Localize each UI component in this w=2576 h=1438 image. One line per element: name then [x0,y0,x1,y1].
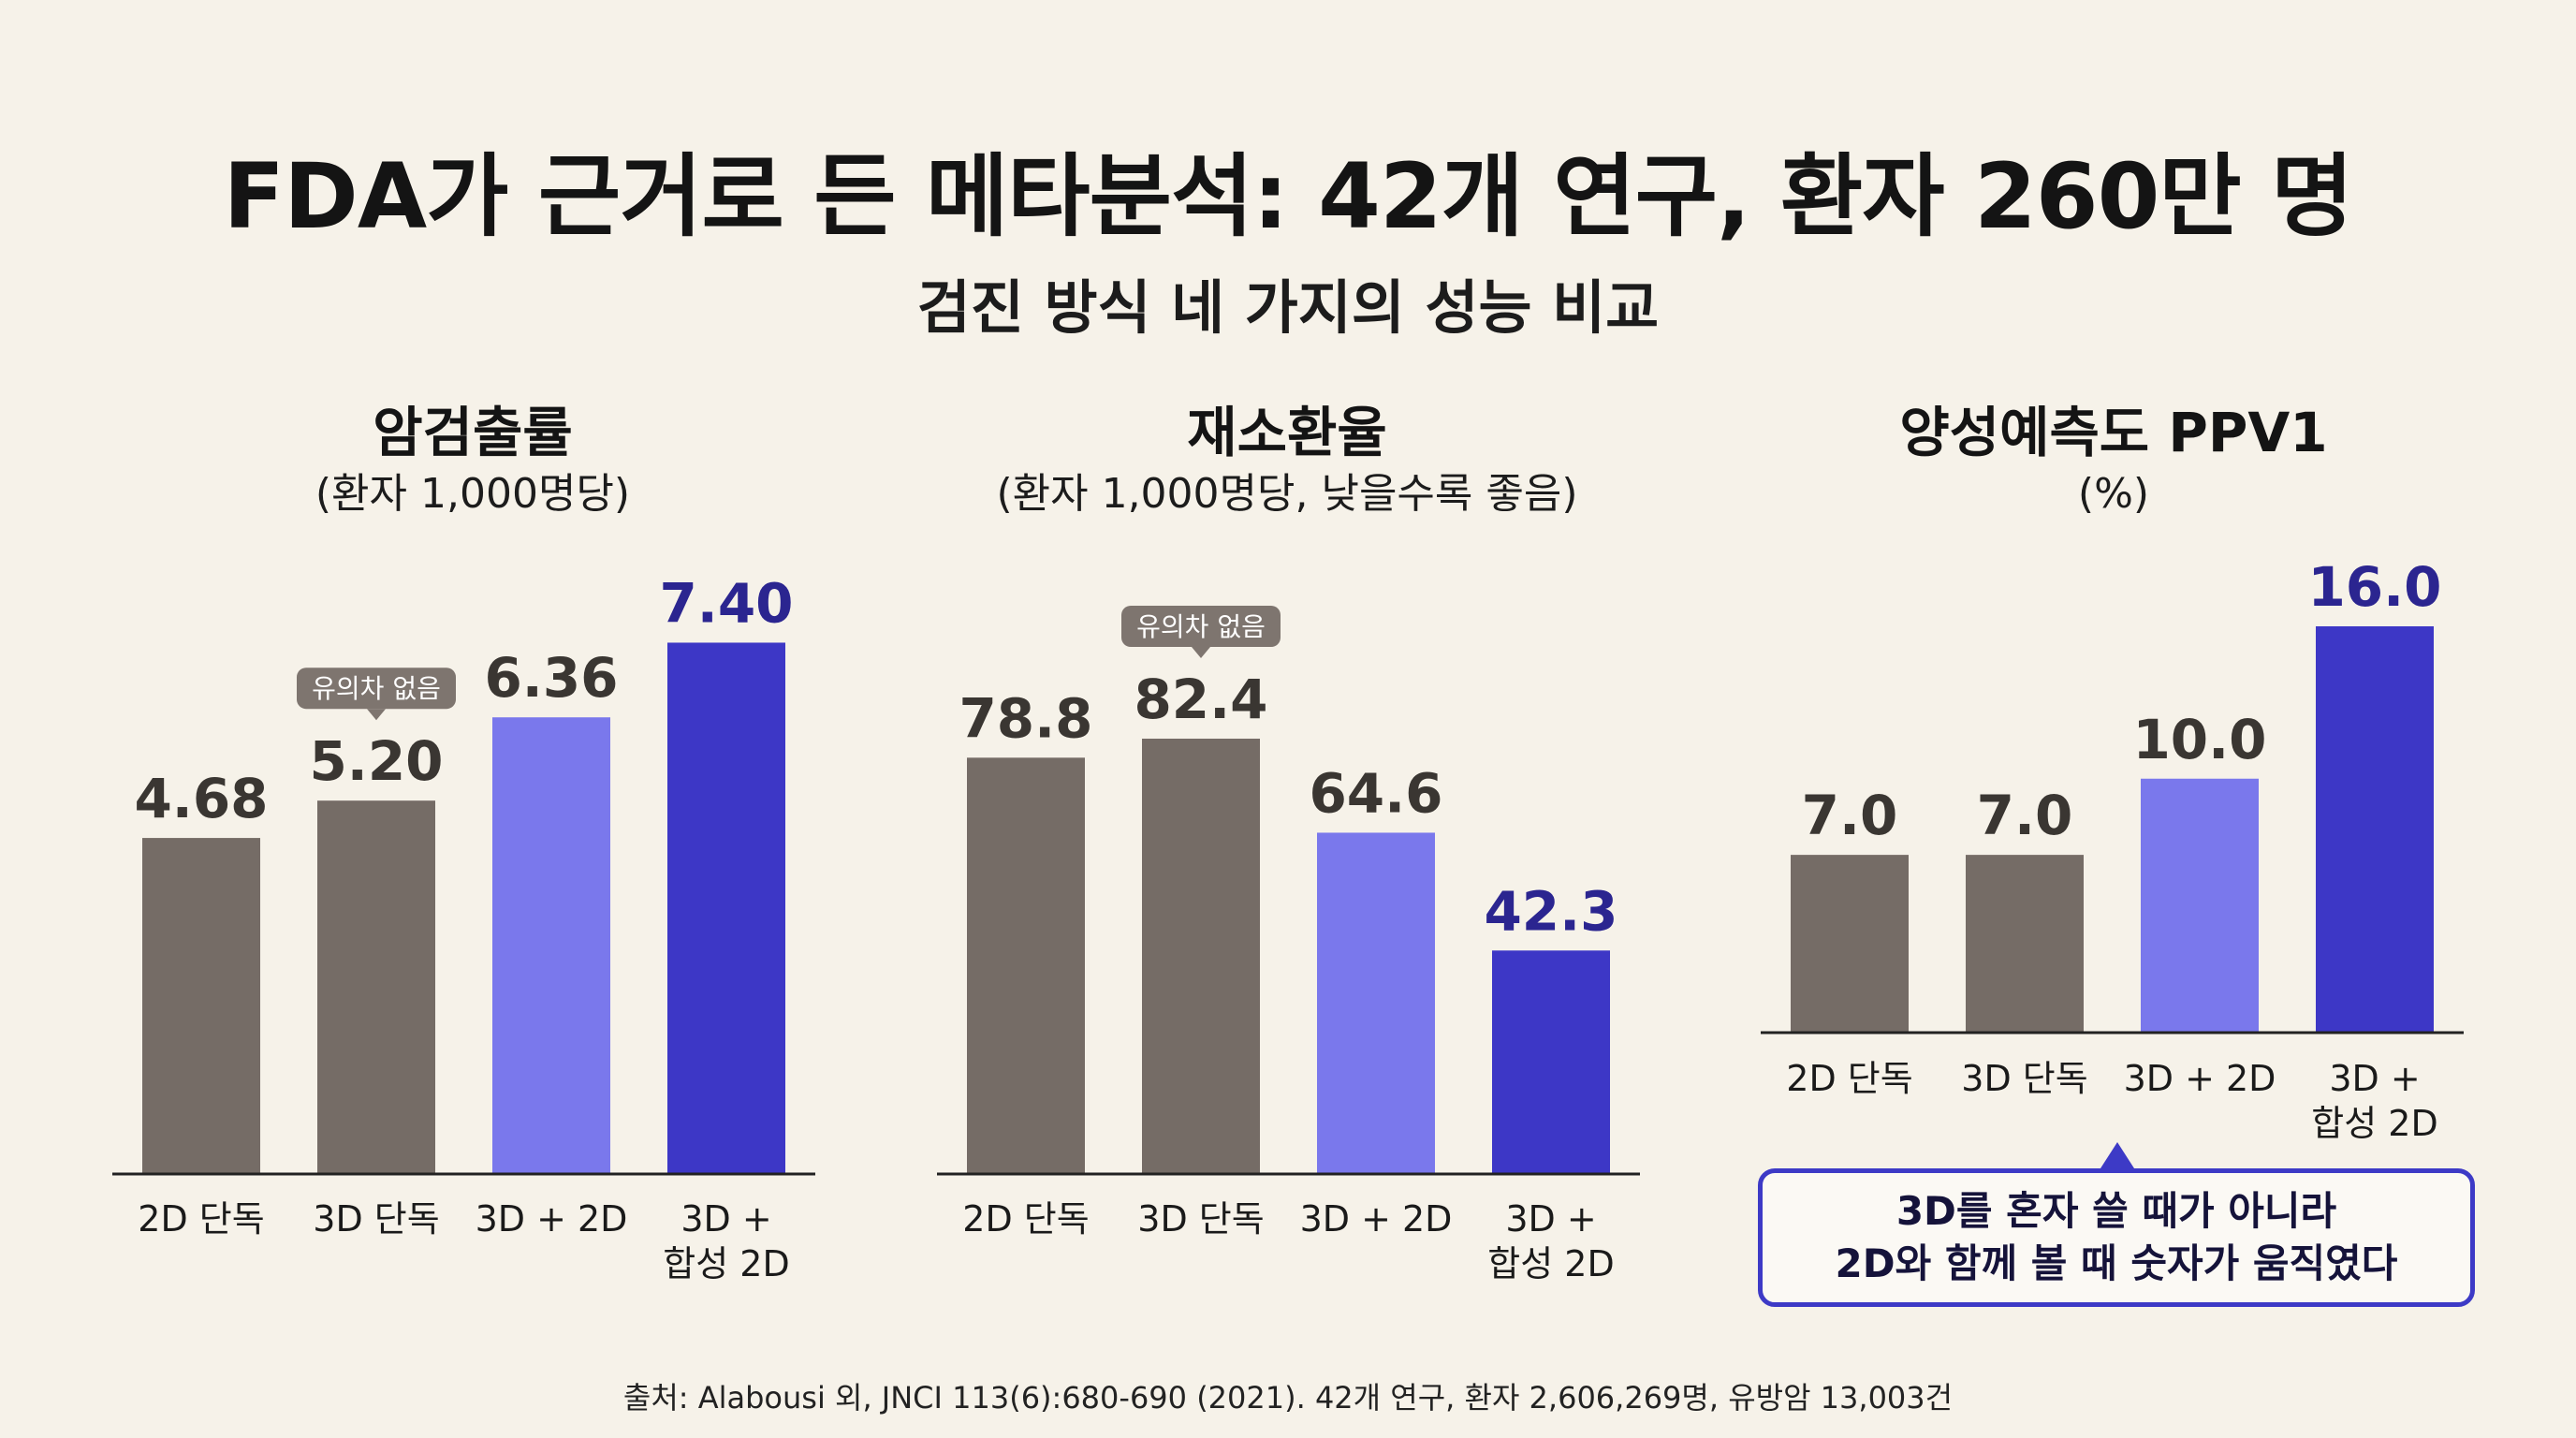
annotation-badge [1121,606,1281,648]
page-title: FDA가 근거로 든 메타분석: 42개 연구, 환자 260만 명 [223,144,2354,249]
chart-subtitle: (환자 1,000명당, 낮을수록 좋음) [996,470,1577,518]
chart-subtitle: (환자 1,000명당) [315,470,630,518]
annotation-label: 유의차 없음 [1136,611,1266,642]
bar [1142,739,1260,1174]
data-label: 78.8 [959,686,1092,750]
bar [142,838,260,1174]
bar [1492,950,1610,1174]
x-tick-label: 3D + 2D [476,1198,628,1240]
x-tick-label: 3D 단독 [313,1198,439,1240]
x-tick-label: 2D 단독 [962,1198,1089,1240]
x-tick-label: 3D + 2D [2124,1058,2276,1099]
callout-note: 3D를 혼자 쓸 때가 아니라 2D와 함께 볼 때 숫자가 움직였다 [1758,1168,2475,1307]
bar [667,642,785,1174]
data-label: 64.6 [1309,761,1442,825]
annotation-pointer [367,709,386,721]
bar [967,757,1085,1174]
bar [1317,832,1435,1174]
x-tick-label: 합성 2D [663,1243,789,1284]
annotation-label: 유의차 없음 [312,673,441,704]
x-tick-label: 3D 단독 [1137,1198,1264,1240]
x-tick-label: 합성 2D [1487,1243,1614,1284]
x-tick-label: 3D + [1505,1198,1596,1240]
data-label: 82.4 [1134,668,1267,731]
bar [2141,778,2259,1033]
chart-panel-1: 암검출률 (환자 1,000명당) 4.68 2D 단독 5.20 3D 단독 유의차 없음… [112,401,815,1284]
annotation-badge [297,668,456,710]
data-label: 6.36 [484,646,618,710]
x-tick-label: 합성 2D [2311,1103,2437,1144]
note-line-2: 2D와 함께 볼 때 숫자가 움직였다 [1835,1240,2398,1286]
x-tick-label: 3D 단독 [1961,1058,2087,1099]
chart-panel-3: 양성예측도 PPV1 (%) 7.0 2D 단독 7.0 3D 단독 10.0 3D + 2D… [1761,401,2464,1144]
data-label: 7.0 [1977,784,2073,847]
note-line-1: 3D를 혼자 쓸 때가 아니라 [1895,1188,2337,1234]
data-label: 4.68 [134,767,268,830]
chart-title: 재소환율 [1187,401,1386,464]
bar [1791,855,1909,1033]
x-tick-label: 3D + [681,1198,771,1240]
annotation-pointer [1192,647,1210,659]
bar [492,717,610,1174]
chart-title: 양성예측도 PPV1 [1899,401,2327,464]
data-label: 42.3 [1484,879,1617,943]
data-label: 7.0 [1802,784,1898,847]
bar [1966,855,2084,1033]
x-tick-label: 3D + 2D [1300,1198,1453,1240]
data-label: 7.40 [659,571,793,635]
source-citation: 출처: Alabousi 외, JNCI 113(6):680-690 (202… [622,1380,1954,1416]
x-tick-label: 2D 단독 [1786,1058,1912,1099]
note-pointer [2100,1142,2134,1168]
data-label: 10.0 [2132,708,2266,771]
bar [2316,626,2434,1033]
data-label: 5.20 [309,729,443,793]
x-tick-label: 3D + [2329,1058,2420,1099]
chart-subtitle: (%) [2078,470,2149,518]
page-subtitle: 검진 방식 네 가지의 성능 비교 [916,273,1660,342]
data-label: 16.0 [2307,555,2441,619]
chart-panel-2: 재소환율 (환자 1,000명당, 낮을수록 좋음) 78.8 2D 단독 82.4 3D… [937,401,1640,1284]
chart-title: 암검출률 [373,401,572,464]
bar [317,800,435,1174]
x-tick-label: 2D 단독 [138,1198,264,1240]
